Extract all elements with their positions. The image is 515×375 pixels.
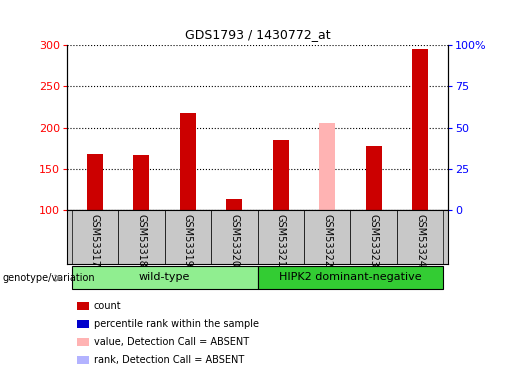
Bar [180,112,196,210]
Bar [226,199,243,210]
Text: percentile rank within the sample: percentile rank within the sample [94,319,259,328]
Bar [304,210,350,264]
Text: GSM53320: GSM53320 [229,214,239,267]
Text: rank, Detection Call = ABSENT: rank, Detection Call = ABSENT [94,355,244,364]
Text: wild-type: wild-type [139,273,190,282]
Bar [165,210,211,264]
Bar [350,210,397,264]
Text: GSM53321: GSM53321 [276,214,286,267]
Text: GSM53319: GSM53319 [183,214,193,267]
Bar [133,155,149,210]
Bar [366,146,382,210]
Bar [72,266,258,290]
Title: GDS1793 / 1430772_at: GDS1793 / 1430772_at [185,28,330,41]
Bar [258,210,304,264]
Bar [272,140,289,210]
Text: GSM53322: GSM53322 [322,214,332,267]
Bar [412,49,428,210]
Text: genotype/variation: genotype/variation [3,273,95,283]
Text: GSM53317: GSM53317 [90,214,100,267]
Bar [258,266,443,290]
Text: HIPK2 dominant-negative: HIPK2 dominant-negative [279,273,422,282]
Text: count: count [94,301,122,310]
Bar [72,210,118,264]
Bar [118,210,165,264]
Bar [319,123,335,210]
Bar [397,210,443,264]
Bar [211,210,258,264]
Text: GSM53323: GSM53323 [369,214,379,267]
Bar [87,154,103,210]
Text: value, Detection Call = ABSENT: value, Detection Call = ABSENT [94,337,249,346]
Text: GSM53324: GSM53324 [415,214,425,267]
Text: GSM53318: GSM53318 [136,214,146,267]
